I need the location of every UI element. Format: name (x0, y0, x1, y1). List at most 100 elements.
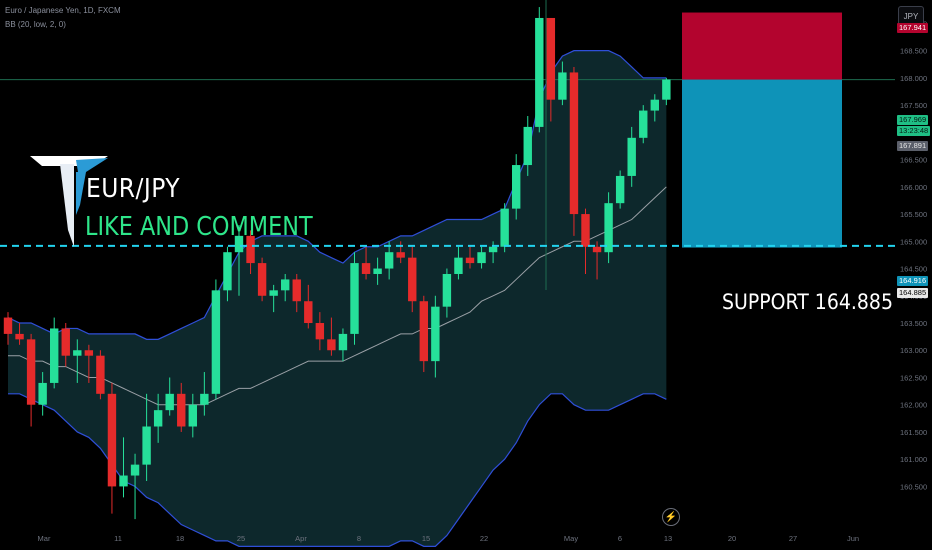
candle-body (3, 317, 13, 334)
bollinger-lower-line (8, 393, 667, 547)
price-tag-stop: 167.941 (897, 23, 929, 33)
y-axis-tick: 164.500 (900, 265, 927, 274)
y-axis-tick: 168.500 (900, 47, 927, 56)
candle-body (488, 246, 498, 253)
candle-body (396, 252, 405, 258)
candle-body (223, 252, 232, 291)
x-axis-tick: 8 (357, 534, 361, 543)
candle-body (535, 17, 544, 127)
candle-body (269, 290, 278, 296)
y-axis-tick: 163.500 (900, 319, 927, 328)
candle-body (465, 257, 475, 264)
support-label: SUPPORT 164.885 (722, 290, 893, 314)
profit-target-zone[interactable] (682, 79, 842, 248)
candle-body (153, 410, 163, 427)
candle-body (327, 339, 336, 351)
indicator-label: BB (20, low, 2, 0) (5, 20, 66, 29)
x-axis-tick: 6 (618, 534, 622, 543)
candle-body (639, 110, 648, 138)
price-tag-gray: 167.891 (897, 141, 929, 151)
candle-body (361, 263, 371, 274)
y-axis-tick: 168.000 (900, 74, 927, 83)
candle-body (26, 339, 36, 405)
candle-body (304, 301, 313, 324)
candle-body (408, 257, 417, 302)
x-axis-tick: 22 (480, 534, 488, 543)
call-to-action: LIKE AND COMMENT (85, 212, 313, 242)
x-axis-tick: May (564, 534, 578, 543)
symbol-label: EUR/JPY (86, 174, 181, 204)
bollinger-basis-line (8, 186, 667, 406)
bollinger-band-fill (8, 50, 667, 547)
chart-title: Euro / Japanese Yen, 1D, FXCM (5, 6, 121, 15)
x-axis-tick: 25 (237, 534, 245, 543)
x-axis-tick: 20 (728, 534, 736, 543)
y-axis-tick: 167.500 (900, 101, 927, 110)
y-axis-tick: 166.500 (900, 156, 927, 165)
candle-body (627, 137, 636, 176)
candle-body (558, 72, 567, 100)
candle-body (338, 333, 348, 351)
candle-body (569, 72, 579, 215)
price-tag-current: 167.969 (897, 115, 929, 125)
x-axis-tick: 11 (114, 534, 122, 543)
candle-body (73, 350, 82, 356)
candle-body (142, 426, 151, 465)
candle-body (281, 279, 290, 291)
candle-body (419, 301, 428, 362)
candle-body (546, 17, 556, 100)
candle-body (84, 350, 94, 356)
candle-body (604, 203, 613, 253)
candle-body (246, 235, 255, 264)
stop-loss-zone[interactable] (682, 12, 842, 80)
candle-body (512, 165, 521, 209)
x-axis-tick: 15 (422, 534, 430, 543)
candle-body (61, 328, 70, 356)
candle-body (442, 273, 452, 307)
candle-body (431, 306, 440, 362)
y-axis-tick: 161.000 (900, 455, 927, 464)
x-axis-tick: Mar (38, 534, 51, 543)
candle-body (384, 252, 394, 269)
y-axis-tick: 165.000 (900, 237, 927, 246)
y-axis-tick: 160.500 (900, 482, 927, 491)
x-axis-tick: 27 (789, 534, 797, 543)
candle-body (211, 290, 221, 394)
y-axis-tick: 166.000 (900, 183, 927, 192)
candle-body (200, 393, 209, 405)
x-axis-tick: 18 (176, 534, 184, 543)
candle-body (477, 252, 486, 264)
x-axis-tick: Apr (295, 534, 307, 543)
y-axis-tick: 162.000 (900, 401, 927, 410)
bollinger-upper-line (7, 50, 667, 340)
candle-body (177, 393, 186, 427)
candle-body (165, 393, 174, 411)
alert-bolt-icon[interactable]: ⚡ (662, 508, 680, 526)
candle-body (454, 257, 463, 274)
candle-body (50, 328, 59, 383)
candle-body (234, 235, 244, 253)
brand-logo (30, 156, 108, 247)
candle-body (315, 323, 325, 340)
y-axis-tick: 163.000 (900, 346, 927, 355)
x-axis-tick: 13 (664, 534, 672, 543)
y-axis-tick: 165.500 (900, 210, 927, 219)
candle-body (119, 475, 128, 487)
candle-body (107, 393, 117, 487)
candle-body (292, 279, 301, 302)
candle-body (96, 355, 105, 394)
candle-body (15, 333, 24, 340)
candle-body (592, 246, 602, 253)
candle-body (650, 99, 659, 111)
price-tag-countdown: 13:23:48 (897, 126, 931, 136)
candle-body (38, 382, 47, 405)
candle-body (257, 263, 267, 296)
y-axis-tick: 162.500 (900, 373, 927, 382)
candle-body (581, 214, 590, 247)
candle-body (615, 175, 625, 204)
x-axis-tick: Jun (847, 534, 859, 543)
candle-body (500, 208, 509, 247)
candle-body (523, 126, 532, 166)
candle-body (188, 404, 197, 427)
